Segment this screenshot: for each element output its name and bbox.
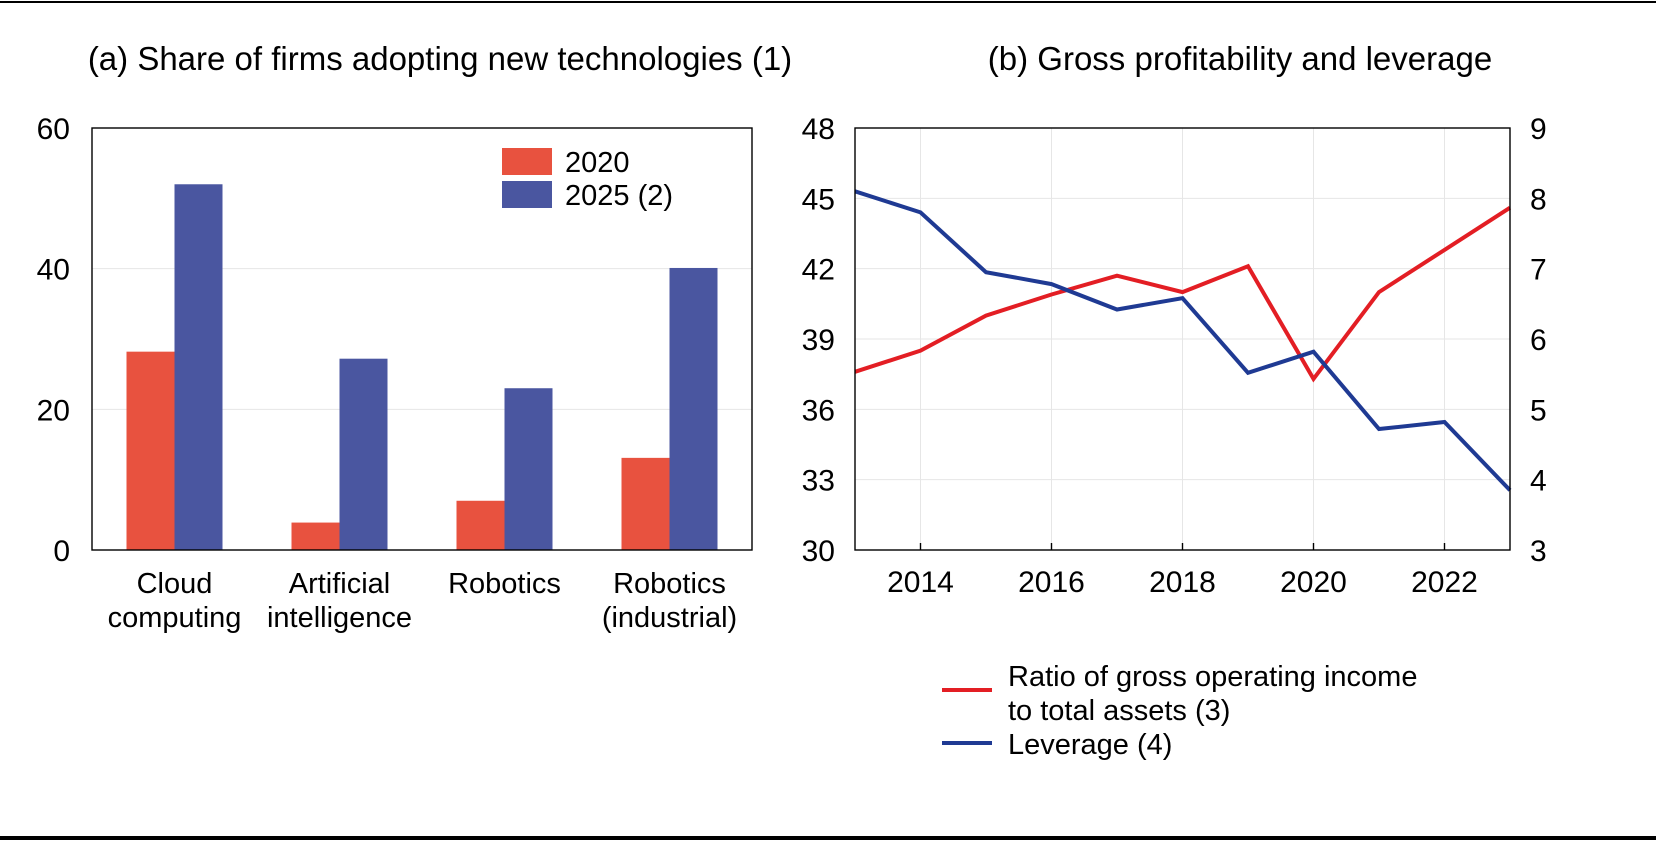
chart-a-category-label: computing xyxy=(108,602,242,634)
chart-b-ytick-right-label: 8 xyxy=(1530,183,1547,216)
chart-b-ytick-left-label: 48 xyxy=(802,113,835,146)
chart-b-ytick-left-label: 33 xyxy=(802,465,835,498)
chart-b-ytick-left-label: 42 xyxy=(802,254,835,287)
chart-a-legend-swatch xyxy=(502,181,552,208)
chart-b-ytick-right-label: 9 xyxy=(1530,113,1547,146)
chart-a-bar xyxy=(456,500,505,550)
chart-b-legend-label: Ratio of gross operating income xyxy=(1008,661,1417,693)
chart-b-series-line xyxy=(854,189,1512,492)
chart-b-legend-label: to total assets (3) xyxy=(1008,695,1230,727)
chart-a-bar xyxy=(291,522,340,550)
chart-b-ytick-right-label: 7 xyxy=(1530,254,1547,287)
chart-a-bar xyxy=(669,267,718,550)
chart-a-ytick-label: 0 xyxy=(53,535,70,568)
chart-b-xtick-label: 2018 xyxy=(1149,566,1216,599)
chart-a-ytick-label: 20 xyxy=(37,394,70,427)
chart-b-legend-label: Leverage (4) xyxy=(1008,729,1172,761)
chart-b-ytick-right-label: 5 xyxy=(1530,394,1547,427)
chart-b-ytick-right-label: 6 xyxy=(1530,324,1547,357)
chart-a-legend-label: 2025 (2) xyxy=(565,180,673,212)
chart-a-bar xyxy=(621,457,670,550)
chart-b-series-line xyxy=(854,206,1512,383)
chart-b-frame xyxy=(854,127,1511,551)
chart-a-category-label: Robotics xyxy=(448,568,561,600)
chart-b-ytick-right-label: 4 xyxy=(1530,465,1547,498)
chart-b-xtick-label: 2022 xyxy=(1411,566,1478,599)
chart-a-ytick-label: 40 xyxy=(37,254,70,287)
chart-a-bar xyxy=(126,351,175,550)
chart-a-bar xyxy=(174,184,223,550)
chart-b-xtick-label: 2016 xyxy=(1018,566,1085,599)
chart-b-ytick-left-label: 39 xyxy=(802,324,835,357)
chart-b-title: (b) Gross profitability and leverage xyxy=(988,40,1492,77)
chart-a-category-label: intelligence xyxy=(267,602,412,634)
chart-b-ytick-left-label: 45 xyxy=(802,183,835,216)
chart-a-legend-swatch xyxy=(502,148,552,175)
chart-b-ytick-left-label: 36 xyxy=(802,394,835,427)
chart-b-xtick-label: 2020 xyxy=(1280,566,1347,599)
chart-a-category-label: (industrial) xyxy=(602,602,737,634)
chart-a-category-label: Robotics xyxy=(613,568,726,600)
chart-a-legend-label: 2020 xyxy=(565,147,630,179)
chart-a-category-label: Cloud xyxy=(137,568,213,600)
chart-a-bar xyxy=(339,358,388,550)
chart-a-category-label: Artificial xyxy=(289,568,391,600)
chart-a-frame xyxy=(91,127,753,551)
chart-a-ytick-label: 60 xyxy=(37,113,70,146)
chart-b-ytick-left-label: 30 xyxy=(802,535,835,568)
chart-b-xtick-label: 2014 xyxy=(887,566,954,599)
chart-a-bar xyxy=(504,388,553,550)
chart-b-ytick-right-label: 3 xyxy=(1530,535,1547,568)
chart-a-title: (a) Share of firms adopting new technolo… xyxy=(88,40,792,77)
